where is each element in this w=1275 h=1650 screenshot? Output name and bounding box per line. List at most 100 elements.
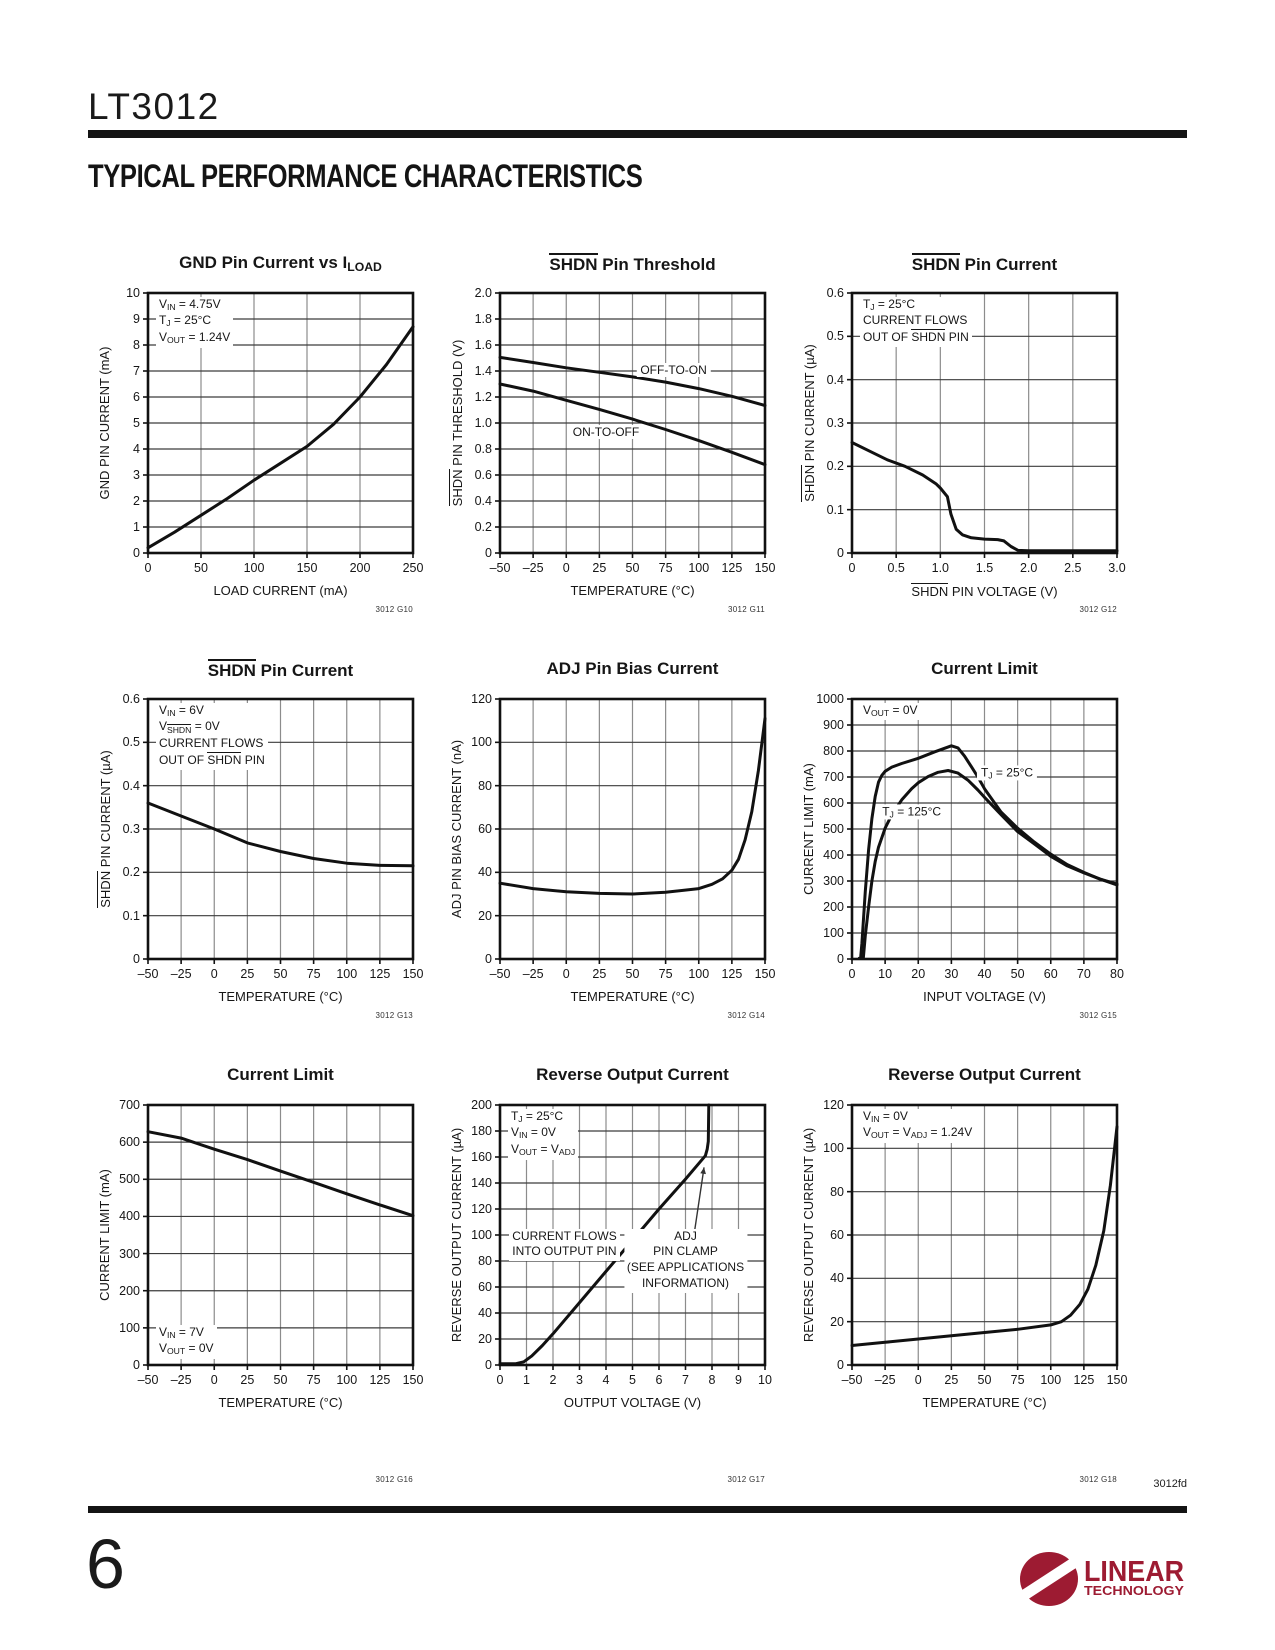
x-axis-label: TEMPERATURE (°C) [218, 989, 343, 1004]
chart-code: 3012 G13 [375, 1011, 413, 1020]
y-tick-label: 0.5 [826, 329, 844, 344]
y-tick-label: 400 [823, 848, 844, 862]
x-tick-label: 0 [848, 561, 856, 575]
x-tick-label: 150 [402, 967, 424, 981]
logo-brand-text: LINEAR [1084, 1556, 1184, 1588]
y-tick-label: 0 [837, 952, 844, 966]
chart-title: SHDN Pin Current [911, 253, 1058, 274]
x-tick-label: 1.5 [975, 561, 994, 575]
x-tick-label: 125 [1073, 1373, 1095, 1387]
x-tick-label: 150 [1106, 1373, 1128, 1387]
chart-annotation: ADJ PIN CLAMP (SEE APPLICATIONS INFORMATION… [623, 1228, 748, 1293]
x-tick-label: 0 [210, 967, 218, 981]
doc-revision-code: 3012fd [1153, 1478, 1187, 1490]
chart-code: 3012 G10 [375, 605, 413, 614]
chart-title: Reverse Output Current [888, 1065, 1081, 1084]
chart-annotation: CURRENT FLOWS INTO OUTPUT PIN [509, 1228, 620, 1262]
y-tick-label: 0.1 [122, 908, 140, 923]
x-tick-label: 10 [878, 967, 893, 981]
chart-shdn-pin-threshold: SHDN Pin Threshold 0 0.2 0.4 0.6 0.8 1.0 1.2 1.… [442, 253, 794, 633]
y-tick-label: 1000 [816, 692, 844, 706]
x-tick-label: 9 [735, 1373, 742, 1387]
y-tick-label: 60 [478, 1280, 492, 1294]
y-axis-label: REVERSE OUTPUT CURRENT (µA) [801, 1127, 816, 1343]
x-tick-label: 20 [911, 967, 926, 981]
curve-label: ON-TO-OFF [568, 425, 644, 440]
y-tick-label: 80 [478, 778, 492, 793]
y-tick-label: 100 [471, 1228, 492, 1242]
x-tick-label: 125 [721, 561, 743, 575]
x-tick-label: 150 [754, 561, 776, 575]
y-tick-label: 1.6 [474, 338, 492, 352]
y-tick-label: 0.1 [826, 502, 844, 517]
y-axis-label: SHDN PIN CURRENT (µA) [801, 344, 817, 502]
x-tick-label: 0 [562, 967, 570, 981]
y-tick-label: 600 [823, 796, 844, 810]
y-tick-label: 900 [823, 718, 844, 732]
x-tick-label: 100 [688, 561, 710, 575]
x-tick-label: 100 [1040, 1373, 1062, 1387]
y-tick-label: 500 [823, 822, 844, 836]
x-tick-label: 6 [655, 1373, 663, 1387]
chart-plot-area: 0 20 40 60 80 100 120 –50 –25 0 25 50 75 100 125 150 TEM… [794, 1095, 1139, 1425]
x-tick-label: 0 [914, 1373, 922, 1387]
x-tick-label: –25 [522, 967, 544, 981]
y-tick-label: 0.4 [122, 778, 140, 793]
chart-code: 3012 G11 [728, 605, 765, 614]
y-tick-label: 0 [133, 546, 140, 560]
y-tick-label: 80 [478, 1254, 492, 1268]
x-tick-label: 2 [549, 1373, 557, 1387]
section-title-text: TYPICAL PERFORMANCE CHARACTERISTICS [88, 158, 643, 194]
x-tick-label: 50 [1010, 967, 1025, 981]
y-tick-label: 100 [823, 926, 844, 940]
chart-annotation: TJ = 25°C VIN = 0V VOUT = VADJ [507, 1108, 579, 1160]
chart-code: 3012 G15 [1079, 1011, 1117, 1020]
chart-plot-area: 0 0.1 0.2 0.3 0.4 0.5 0.6 –50 –25 0 25 50 75 100 125 15… [90, 689, 435, 1019]
x-tick-label: 75 [658, 967, 673, 981]
y-tick-label: 800 [823, 744, 844, 758]
x-tick-label: 0 [210, 1373, 218, 1387]
y-tick-label: 9 [133, 312, 140, 326]
chart-plot-area: 0 100 200 300 400 500 600 700 800 900 1000 0 10 20 30 4… [794, 689, 1139, 1019]
chart-plot [143, 1103, 415, 1370]
x-tick-label: 5 [629, 1373, 636, 1387]
page-number: 6 [86, 1525, 125, 1603]
x-tick-label: 50 [977, 1373, 992, 1387]
y-axis-label: SHDN PIN CURRENT (µA) [97, 750, 113, 908]
y-tick-label: 1.0 [474, 416, 492, 430]
curve-label: TJ = 25°C [976, 765, 1038, 781]
y-tick-label: 0 [485, 1358, 492, 1372]
y-tick-label: 0.6 [474, 468, 492, 482]
y-tick-label: 7 [133, 364, 140, 378]
x-tick-label: 0.5 [887, 561, 905, 575]
x-tick-label: 50 [273, 1373, 288, 1387]
x-axis-label: TEMPERATURE (°C) [570, 989, 695, 1004]
y-tick-label: 700 [119, 1098, 140, 1112]
y-tick-label: 6 [133, 390, 140, 404]
x-tick-label: 2.0 [1019, 561, 1038, 575]
y-tick-label: 100 [823, 1141, 844, 1156]
y-tick-label: 2 [133, 494, 140, 508]
x-tick-label: 125 [721, 967, 743, 981]
chart-plot [847, 1103, 1119, 1370]
y-tick-label: 20 [478, 908, 492, 923]
x-tick-label: 250 [402, 561, 424, 575]
x-tick-label: 1 [523, 1373, 530, 1387]
y-tick-label: 20 [478, 1332, 492, 1346]
y-tick-label: 200 [119, 1283, 140, 1298]
chart-title: SHDN Pin Current [207, 659, 354, 680]
x-tick-label: 40 [977, 967, 992, 981]
y-tick-label: 60 [478, 822, 492, 836]
y-tick-label: 4 [133, 442, 140, 456]
curve-label: TJ = 125°C [878, 804, 946, 820]
y-tick-label: 120 [471, 1202, 492, 1216]
y-tick-label: 0 [837, 546, 844, 560]
x-tick-label: 50 [194, 561, 208, 575]
y-tick-label: 100 [471, 735, 492, 750]
chart-shdn-pin-current-vs-temperature: SHDN Pin Current 0 0.1 0.2 0.3 0.4 0.5 0.6 –50–… [90, 659, 442, 1039]
y-tick-label: 140 [471, 1176, 492, 1190]
chart-code: 3012 G18 [1079, 1475, 1117, 1484]
x-tick-label: 2.5 [1064, 561, 1082, 575]
x-tick-label: 25 [240, 967, 255, 981]
x-tick-label: –50 [841, 1373, 863, 1387]
